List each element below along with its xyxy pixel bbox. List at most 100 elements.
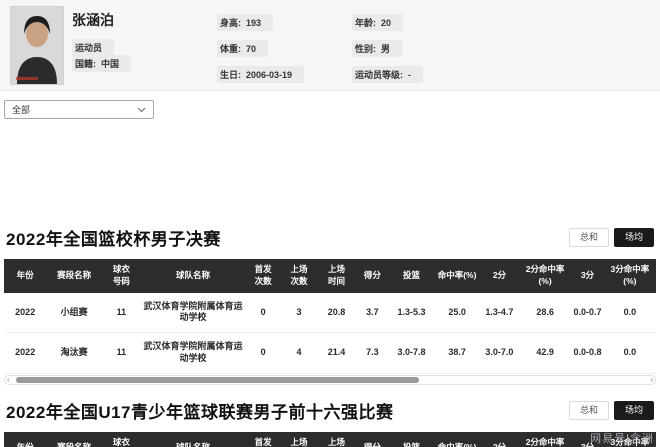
field-label: 国籍:	[75, 59, 96, 69]
section-2-title: 2022年全国U17青少年篮球联赛男子前十六强比赛	[6, 402, 394, 422]
field-label: 年龄:	[355, 18, 376, 28]
profile-header: 张涵泊 运动员 国籍: 中国 身高: 193 体重: 70 生日: 2006-03-19…	[0, 0, 660, 91]
competition-filter-select[interactable]: 全部	[4, 100, 154, 119]
column-header: 赛段名称	[46, 259, 102, 293]
table-cell: 7.3	[356, 332, 389, 374]
column-header: 2分命中率(%)	[519, 431, 572, 447]
table-cell: 淘汰赛	[46, 332, 102, 374]
section-2-toggle: 总和 场均	[568, 400, 654, 420]
player-photo-image	[11, 7, 63, 84]
column-header: 上场 时间	[316, 431, 357, 447]
table-cell: 0.0	[603, 292, 656, 334]
scroll-right-arrow[interactable]: ›	[650, 374, 653, 384]
player-name: 张涵泊	[72, 12, 114, 28]
field-nationality: 国籍: 中国	[72, 55, 132, 72]
column-header: 命中率(%)	[434, 431, 480, 447]
field-gender: 性别: 男	[352, 40, 403, 57]
avg-toggle-button[interactable]: 场均	[613, 228, 654, 247]
table-cell: 0	[245, 292, 282, 334]
table-cell: 42.9	[519, 332, 572, 374]
field-label: 身高:	[220, 18, 241, 28]
table-cell: 武汉体育学院附属体育运动学校	[140, 292, 246, 334]
field-value: 中国	[101, 59, 120, 69]
table-row: 2022 小组赛 11 武汉体育学院附属体育运动学校 0 3 20.8 3.7 1.3-5.3 2…	[4, 292, 656, 334]
table-cell: 0.0	[603, 332, 656, 374]
column-header: 投篮	[388, 431, 435, 447]
stats-table-1: 年份 赛段名称 球衣 号码 球队名称 首发 次数 上场 次数 上场 时间 得分 投篮 命中率(%)…	[4, 259, 656, 374]
column-header: 3分命中率(%)	[603, 431, 656, 447]
table-cell: 11	[101, 332, 141, 374]
chevron-down-icon	[137, 107, 146, 112]
table-cell: 3.0-7.0	[479, 332, 519, 374]
field-weight: 体重: 70	[217, 40, 269, 57]
publisher-watermark: 网易号|念洲	[590, 433, 654, 445]
field-athlete-level: 运动员等级: -	[352, 66, 423, 83]
table-cell: 3	[281, 292, 317, 334]
column-header: 2分	[479, 259, 519, 293]
field-label: 生日:	[220, 70, 241, 80]
section-1-title: 2022年全国篮校杯男子决赛	[6, 230, 221, 249]
column-header: 2分命中率(%)	[519, 259, 572, 293]
table-cell: 0	[245, 332, 282, 374]
table-cell: 20.8	[316, 292, 357, 334]
profile-col-1: 国籍: 中国	[72, 54, 132, 80]
field-age: 年龄: 20	[352, 14, 404, 31]
table-cell: 0.0-0.8	[571, 332, 604, 374]
column-header: 3分	[571, 431, 604, 447]
field-label: 性别:	[355, 44, 376, 54]
column-header: 上场 时间	[316, 259, 357, 293]
table-header-row: 年份赛段名称球衣 号码球队名称首发 次数上场 次数上场 时间得分投篮命中率(%)…	[4, 259, 656, 293]
profile-col-2: 身高: 193 体重: 70 生日: 2006-03-19	[217, 13, 305, 91]
field-label: 运动员等级:	[355, 70, 403, 80]
column-header: 2分	[479, 431, 519, 447]
table-cell: 1.3-5.3	[388, 292, 435, 334]
table-cell: 25.0	[434, 292, 480, 334]
player-photo	[10, 6, 64, 85]
section-1-header: 2022年全国篮校杯男子决赛 总和 场均	[0, 133, 660, 250]
field-value: -	[408, 70, 411, 80]
scrollbar-thumb[interactable]	[16, 376, 419, 383]
table-row: 2022 淘汰赛 11 武汉体育学院附属体育运动学校 0 4 21.4 7.3 3.0-7.8 3…	[4, 332, 656, 374]
column-header: 赛段名称	[46, 431, 102, 447]
table-cell: 3.0-7.8	[388, 332, 435, 374]
field-value: 2006-03-19	[246, 70, 293, 80]
table-cell: 2022	[4, 292, 47, 334]
column-header: 3分命中率(%)	[603, 259, 656, 293]
table-cell: 3.7	[356, 292, 389, 334]
horizontal-scrollbar[interactable]: ‹ ›	[4, 374, 656, 385]
field-value: 193	[246, 18, 262, 28]
table-cell: 11	[101, 292, 141, 334]
column-header: 球衣 号码	[101, 431, 141, 447]
column-header: 得分	[356, 259, 389, 293]
column-header: 球衣 号码	[101, 259, 141, 293]
table-cell: 1.3-4.7	[479, 292, 519, 334]
column-header: 3分	[571, 259, 604, 293]
column-header: 球队名称	[140, 259, 246, 293]
column-header: 首发 次数	[245, 431, 282, 447]
column-header: 上场 次数	[281, 259, 317, 293]
field-height: 身高: 193	[217, 14, 274, 31]
table-cell: 小组赛	[46, 292, 102, 334]
sum-toggle-button[interactable]: 总和	[568, 228, 609, 247]
field-birthday: 生日: 2006-03-19	[217, 66, 305, 83]
section-2-header: 2022年全国U17青少年篮球联赛男子前十六强比赛 总和 场均	[0, 398, 660, 423]
column-header: 命中率(%)	[434, 259, 480, 293]
table-cell: 0.0-0.7	[571, 292, 604, 334]
scroll-left-arrow[interactable]: ‹	[7, 374, 10, 384]
table-cell: 4	[281, 332, 317, 374]
sum-toggle-button[interactable]: 总和	[568, 400, 609, 420]
avg-toggle-button[interactable]: 场均	[613, 400, 654, 420]
table-cell: 28.6	[519, 292, 572, 334]
column-header: 得分	[356, 431, 389, 447]
player-role: 运动员	[72, 39, 115, 56]
table-cell: 21.4	[316, 332, 357, 374]
profile-name-block: 张涵泊 运动员	[72, 10, 115, 56]
table-cell: 38.7	[434, 332, 480, 374]
table-cell: 2022	[4, 332, 47, 374]
field-value: 20	[381, 18, 392, 28]
field-value: 男	[381, 44, 391, 54]
profile-col-3: 年龄: 20 性别: 男 运动员等级: -	[352, 13, 423, 91]
